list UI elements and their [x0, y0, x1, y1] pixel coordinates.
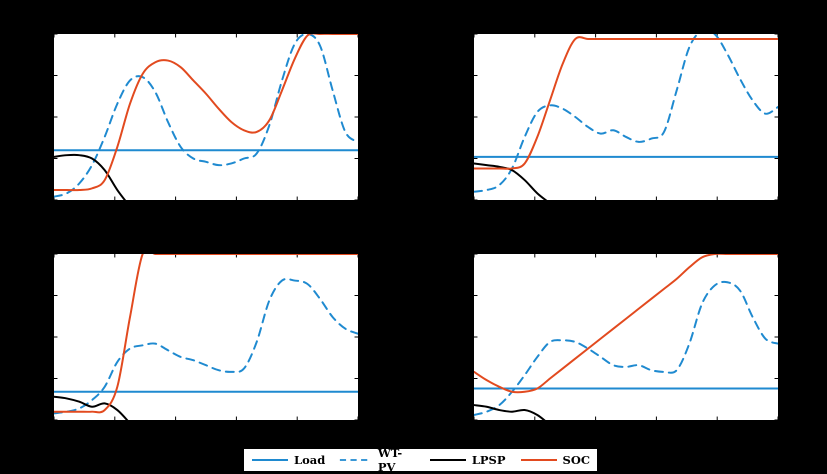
- subplot-top-left[interactable]: [53, 33, 359, 201]
- legend-entry-lpsp[interactable]: LPSP: [422, 453, 513, 467]
- subplot-bottom-right[interactable]: [473, 253, 779, 421]
- subplot-bottom-left-canvas: [54, 254, 358, 420]
- line-solid-black-icon: [429, 459, 466, 461]
- subplot-top-right-canvas: [474, 34, 778, 200]
- subplot-top-right-series-lpsp: [474, 162, 548, 200]
- legend-label-wtpv: WT-PV: [377, 446, 403, 474]
- subplot-top-left-ticks: [54, 34, 358, 200]
- subplot-top-left-series-wt-pv: [54, 34, 358, 198]
- subplot-bottom-left-series-wt-pv: [54, 277, 358, 415]
- line-dashed-blue-icon: [340, 459, 372, 461]
- subplot-top-right[interactable]: [473, 33, 779, 201]
- line-solid-orange-icon: [520, 459, 557, 461]
- subplot-bottom-left[interactable]: [53, 253, 359, 421]
- chart-legend[interactable]: Load WT-PV LPSP SOC: [243, 446, 598, 474]
- subplot-bottom-right-series-soc: [474, 254, 778, 394]
- subplot-top-left-series-soc: [54, 34, 358, 192]
- legend-label-load: Load: [294, 453, 326, 467]
- subplot-top-right-series-soc: [474, 36, 778, 170]
- legend-entry-wtpv[interactable]: WT-PV: [332, 446, 422, 474]
- subplot-bottom-right-series-wt-pv: [474, 280, 778, 417]
- legend-label-soc: SOC: [562, 453, 590, 467]
- subplot-top-left-canvas: [54, 34, 358, 200]
- legend-label-lpsp: LPSP: [471, 453, 506, 467]
- subplot-top-right-series-wt-pv: [474, 34, 778, 193]
- subplot-bottom-left-ticks: [54, 254, 358, 420]
- subplot-bottom-left-series-soc: [54, 254, 358, 414]
- subplot-top-left-series-lpsp: [54, 153, 127, 200]
- subplot-bottom-left-series-lpsp: [54, 395, 129, 420]
- legend-entry-soc[interactable]: SOC: [513, 453, 597, 467]
- legend-entry-load[interactable]: Load: [244, 453, 332, 467]
- subplot-bottom-right-series-lpsp: [474, 404, 546, 420]
- subplot-bottom-right-ticks: [474, 254, 778, 420]
- line-solid-blue-icon: [252, 459, 288, 461]
- subplot-bottom-right-canvas: [474, 254, 778, 420]
